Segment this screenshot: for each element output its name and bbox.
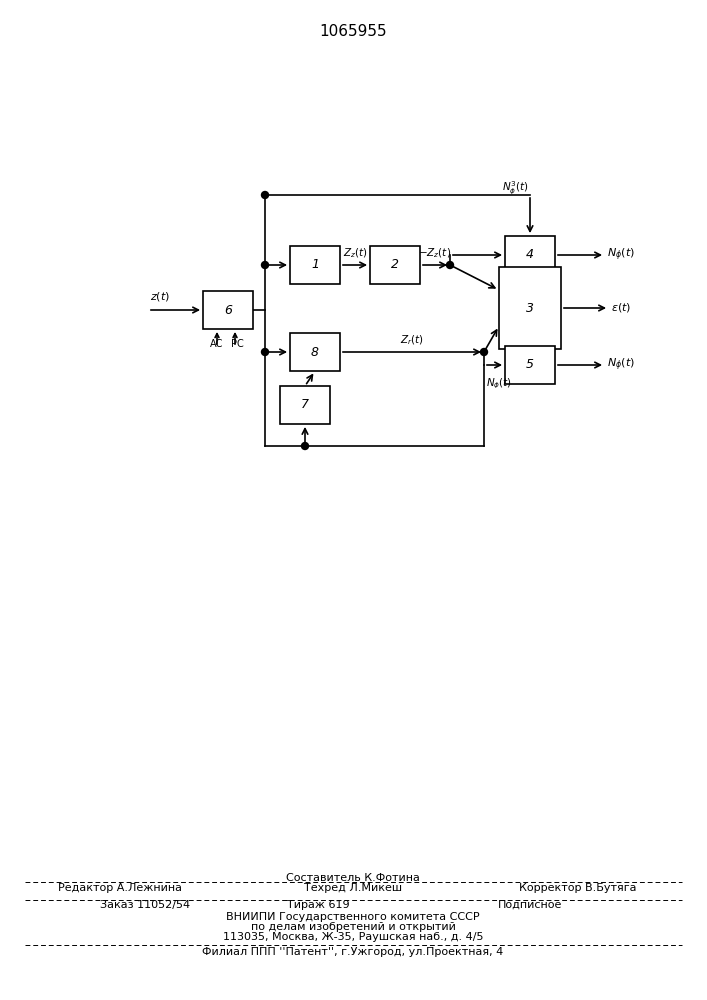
Text: 4: 4 — [526, 248, 534, 261]
Circle shape — [262, 349, 269, 356]
Text: 6: 6 — [224, 304, 232, 316]
Text: $N_\phi(t)$: $N_\phi(t)$ — [607, 247, 635, 263]
Circle shape — [481, 349, 488, 356]
Text: АС: АС — [210, 339, 223, 349]
Text: Подписное: Подписное — [498, 900, 562, 910]
Text: $Z_r(t)$: $Z_r(t)$ — [400, 333, 424, 347]
Text: 7: 7 — [301, 398, 309, 412]
Circle shape — [262, 192, 269, 198]
Text: $-Z_z(t)$: $-Z_z(t)$ — [419, 246, 452, 260]
Bar — [505, 346, 555, 384]
Text: 5: 5 — [526, 359, 534, 371]
Circle shape — [447, 261, 453, 268]
Text: $Z_z(t)$: $Z_z(t)$ — [343, 246, 368, 260]
Bar — [499, 267, 561, 349]
Text: ВНИИПИ Государственного комитета СССР: ВНИИПИ Государственного комитета СССР — [226, 912, 480, 922]
Circle shape — [262, 261, 269, 268]
Text: Филиал ППП ''Патент'', г.Ужгород, ул.Проектная, 4: Филиал ППП ''Патент'', г.Ужгород, ул.Про… — [202, 947, 503, 957]
Text: 3: 3 — [526, 302, 534, 314]
Circle shape — [301, 442, 308, 450]
Text: Редактор А.Лежнина: Редактор А.Лежнина — [58, 883, 182, 893]
Text: $N_\phi(t)$: $N_\phi(t)$ — [607, 357, 635, 373]
Bar — [290, 246, 340, 284]
Text: 113035, Москва, Ж-35, Раушская наб., д. 4/5: 113035, Москва, Ж-35, Раушская наб., д. … — [223, 932, 484, 942]
Bar — [203, 291, 253, 329]
Text: по делам изобретений и открытий: по делам изобретений и открытий — [250, 922, 455, 932]
Text: $N_\phi(t)$: $N_\phi(t)$ — [486, 377, 512, 391]
Text: 2: 2 — [391, 258, 399, 271]
Bar — [505, 236, 555, 274]
Text: Составитель К.Фотина: Составитель К.Фотина — [286, 873, 420, 883]
Text: 1065955: 1065955 — [319, 24, 387, 39]
Text: $\varepsilon(t)$: $\varepsilon(t)$ — [611, 302, 631, 314]
Text: Тираж 619: Тираж 619 — [286, 900, 349, 910]
Text: $N_\phi^3(t)$: $N_\phi^3(t)$ — [502, 180, 529, 197]
Text: Техред Л.Микеш: Техред Л.Микеш — [304, 883, 402, 893]
Text: Заказ 11052/54: Заказ 11052/54 — [100, 900, 190, 910]
Text: Корректор В.Бутяга: Корректор В.Бутяга — [519, 883, 637, 893]
Text: $z(t)$: $z(t)$ — [150, 290, 170, 303]
Text: РС: РС — [230, 339, 243, 349]
Text: 1: 1 — [311, 258, 319, 271]
Text: 8: 8 — [311, 346, 319, 359]
Bar — [370, 246, 420, 284]
Bar — [290, 333, 340, 371]
Bar — [280, 386, 330, 424]
